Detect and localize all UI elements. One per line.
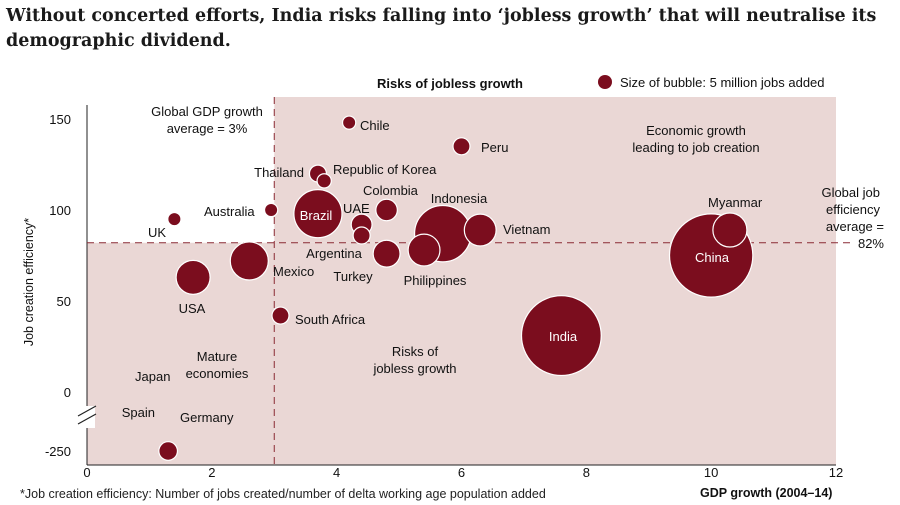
label-china: China	[695, 250, 730, 265]
bubbles	[158, 115, 754, 461]
label-uk: UK	[148, 225, 166, 240]
bubble-germany	[158, 441, 179, 461]
x-tick-label: 6	[458, 465, 465, 480]
bubble-turkey	[372, 239, 401, 268]
bubble-uk	[167, 211, 182, 227]
x-tick-labels: 0 2 4 6 8 10 12	[83, 465, 843, 480]
x-tick-label: 4	[333, 465, 340, 480]
label-mexico: Mexico	[273, 264, 314, 279]
chart-subtitle: Risks of jobless growth	[377, 76, 523, 91]
headline-line-1: Without concerted efforts, India risks f…	[6, 6, 877, 26]
y-tick-label: 0	[64, 385, 71, 400]
y-tick-label: 100	[49, 203, 71, 218]
label-australia: Australia	[204, 204, 255, 219]
label-philippines: Philippines	[404, 273, 467, 288]
label-peru: Peru	[481, 140, 508, 155]
y-axis-title: Job creation efficiency*	[22, 218, 36, 346]
bubble-brazil	[293, 188, 343, 239]
footnote: *Job creation efficiency: Number of jobs…	[20, 487, 546, 501]
bubble-myanmar	[712, 212, 748, 248]
label-colombia: Colombia	[363, 183, 419, 198]
x-tick-label: 0	[83, 465, 90, 480]
bubble-argentina	[352, 226, 371, 245]
x-tick-label: 12	[829, 465, 843, 480]
y-tick-label: 150	[49, 112, 71, 127]
y-tick-label: -250	[45, 444, 71, 459]
bubble-india	[520, 295, 602, 377]
bubble-vietnam	[463, 213, 497, 247]
bubble-colombia	[375, 198, 398, 222]
label-japan: Japan	[135, 369, 170, 384]
bubble-australia	[263, 202, 279, 218]
bubble-mexico	[229, 241, 269, 281]
legend-bubble-icon	[598, 75, 612, 89]
global-gdp-growth-label: Global GDP growth average = 3%	[151, 104, 263, 136]
label-south-africa: South Africa	[295, 312, 366, 327]
y-tick-label: 50	[57, 294, 71, 309]
label-argentina: Argentina	[306, 246, 362, 261]
label-spain: Spain	[122, 405, 155, 420]
label-turkey: Turkey	[333, 269, 373, 284]
bubble-chile	[341, 115, 357, 130]
bubble-south-africa	[271, 306, 290, 325]
reference-labels: Global GDP growth average = 3% Global job e…	[151, 104, 884, 251]
y-tick-labels: 150 100 50 0 -250	[45, 112, 71, 459]
bubble-usa	[175, 259, 211, 295]
label-myanmar: Myanmar	[708, 195, 763, 210]
global-job-efficiency-label: Global job efficiency average = 82%	[821, 185, 884, 251]
label-chile: Chile	[360, 118, 390, 133]
label-vietnam: Vietnam	[503, 222, 550, 237]
chart-headline: Without concerted efforts, India risks f…	[6, 4, 886, 54]
x-tick-label: 8	[583, 465, 590, 480]
bubble-peru	[452, 137, 471, 156]
x-tick-label: 10	[704, 465, 718, 480]
legend-label: Size of bubble: 5 million jobs added	[620, 75, 825, 90]
bubble-philippines	[407, 233, 441, 267]
label-usa: USA	[179, 301, 206, 316]
y-axis-break-mark	[77, 405, 97, 428]
label-indonesia: Indonesia	[431, 191, 488, 206]
label-republic-of-korea: Republic of Korea	[333, 162, 437, 177]
label-thailand: Thailand	[254, 165, 304, 180]
region-annotations: Economic growth leading to job creation Ri…	[186, 123, 760, 381]
x-tick-label: 2	[208, 465, 215, 480]
label-uae: UAE	[343, 201, 370, 216]
bubble-republic-of-korea	[316, 173, 332, 189]
x-axis-title: GDP growth (2004–14)	[700, 486, 833, 500]
region-label-jobless-growth: Risks of jobless growth	[372, 344, 456, 376]
label-germany: Germany	[180, 410, 234, 425]
region-label-economic-growth: Economic growth leading to job creation	[632, 123, 759, 155]
bubble-labels: Chile Peru Thailand Republic of Korea Colomb…	[122, 118, 763, 425]
headline-line-2: demographic dividend.	[6, 31, 231, 51]
subtitle-band	[0, 70, 900, 97]
region-label-mature-economies: Mature economies	[186, 349, 249, 381]
label-brazil: Brazil	[300, 208, 333, 223]
label-india: India	[549, 329, 578, 344]
